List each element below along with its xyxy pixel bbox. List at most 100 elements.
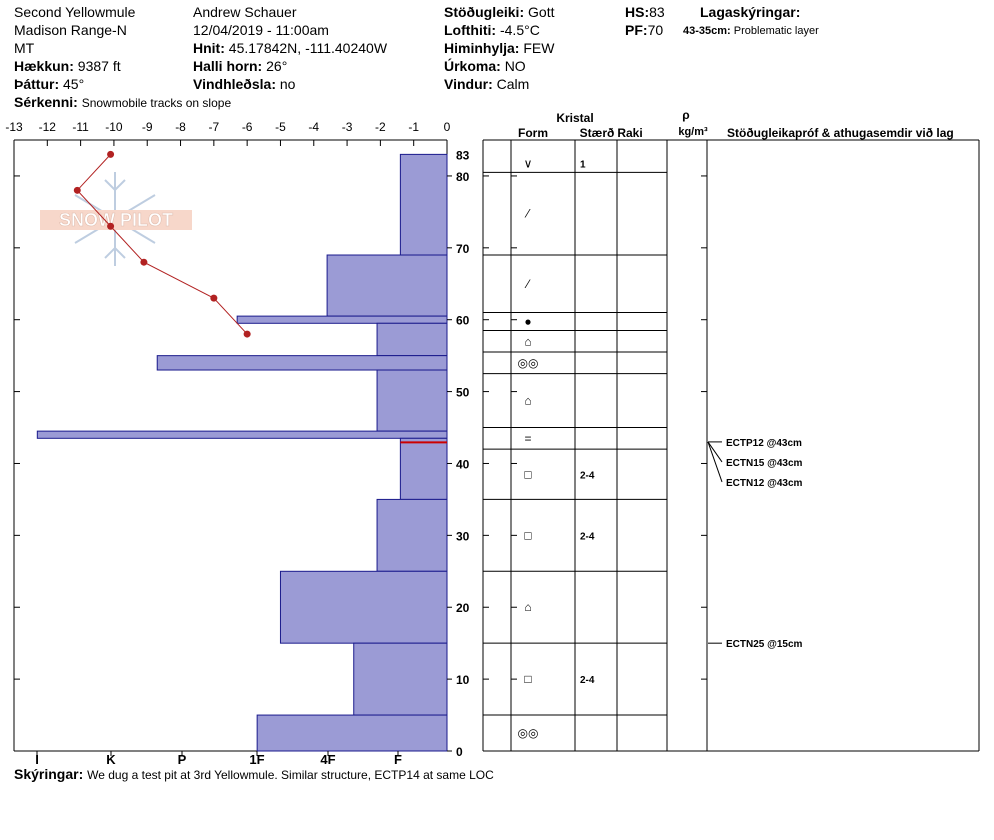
hardness-bar	[279, 570, 448, 644]
temp-tick-label: -5	[275, 120, 286, 134]
hardness-tick-label: 4F	[320, 752, 335, 767]
stability-label: Stöðugleiki:	[444, 4, 525, 20]
hardness-bar	[399, 153, 448, 256]
hs-row: HS:83	[625, 3, 665, 21]
stability-test-label: ECTN25 @15cm	[726, 639, 803, 650]
temp-tick-label: -8	[175, 120, 186, 134]
wind-row: Vindur: Calm	[444, 75, 529, 93]
depth-tick-label: 10	[456, 673, 470, 687]
axes: -13 -12 -11 -10 -9 -8 -7 -6 -5 -4 -3 -2 -1 0I K P 1F 4F F 0…	[5, 120, 469, 767]
grain-size: 2-4	[580, 531, 595, 542]
air-temp-row: Lofthiti: -4.5°C	[444, 21, 540, 39]
hs-tick-label: 83	[456, 148, 470, 162]
depth-tick-label: 80	[456, 170, 470, 184]
temperature-profile	[73, 150, 251, 338]
slope-row: Halli horn: 26°	[193, 57, 287, 75]
stability-value: Gott	[528, 4, 555, 20]
precip-row: Úrkoma: NO	[444, 57, 526, 75]
grain-form-symbol: ⌂	[524, 600, 531, 614]
elevation-row: Hækkun: 9387 ft	[14, 57, 121, 75]
coords-label: Hnit:	[193, 40, 225, 56]
grain-form-symbol: ⌂	[524, 334, 531, 348]
grain-form-symbol: □	[524, 672, 531, 686]
hardness-bar	[353, 642, 448, 716]
grain-form-symbol: ●	[524, 315, 531, 329]
temperature-point	[140, 258, 148, 266]
grain-form-symbol: □	[524, 528, 531, 542]
temperature-point	[73, 186, 81, 194]
hardness-bar	[236, 315, 448, 324]
aspect-value: 45°	[63, 76, 85, 92]
stability-row: Stöðugleiki: Gott	[444, 3, 554, 21]
hs-value: 83	[649, 4, 665, 20]
state-name: MT	[14, 40, 35, 56]
observation-datetime: 12/04/2019 - 11:00am	[193, 22, 329, 38]
depth-tick-label: 70	[456, 242, 470, 256]
temp-tick-label: 0	[444, 120, 451, 134]
grain-form-symbol: ◎◎	[518, 356, 539, 370]
layer-rows: ∨ 1 ⁄ ⁄ ● ⌂ ◎◎ ⌂ = □ 2-4 □ 2-4 ⌂ □ 2-4 ◎◎	[483, 156, 707, 752]
comments-value: We dug a test pit at 3rd Yellowmule. Sim…	[87, 768, 494, 782]
hardness-tick-label: I	[35, 752, 39, 767]
depth-tick-label: 20	[456, 601, 470, 615]
temperature-point	[243, 330, 251, 338]
test-leader-line	[707, 441, 723, 463]
hardness-bar	[376, 369, 448, 432]
wind-loading-label: Vindhleðsla:	[193, 76, 276, 92]
pf-value: 70	[647, 22, 664, 38]
hardness-bar	[256, 714, 448, 752]
size-header: Stærð	[580, 126, 615, 140]
wind-loading-row: Vindhleðsla: no	[193, 75, 295, 93]
grain-size: 1	[580, 159, 586, 170]
form-header: Form	[518, 126, 548, 140]
hardness-tick-label: F	[394, 752, 402, 767]
temp-tick-label: -11	[72, 120, 89, 134]
aspect-row: Þáttur: 45°	[14, 75, 84, 93]
features-row: Sérkenni: Snowmobile tracks on slope	[14, 93, 231, 112]
legend-row: 43-35cm: Problematic layer	[683, 22, 819, 40]
hardness-bar	[399, 437, 448, 500]
sky-label: Himinhylja:	[444, 40, 520, 56]
temp-tick-label: -4	[308, 120, 319, 134]
temp-tick-label: -9	[142, 120, 153, 134]
logo-text: SNOW PILOT	[59, 210, 173, 230]
hardness-bars	[36, 153, 448, 752]
location-name: Second Yellowmule	[14, 4, 136, 20]
temp-tick-label: -12	[39, 120, 57, 134]
temperature-line	[76, 154, 248, 335]
pf-row: PF:70	[625, 21, 663, 39]
temperature-point	[107, 222, 115, 230]
sky-value: FEW	[523, 40, 555, 56]
temp-tick-label: -7	[209, 120, 220, 134]
temp-tick-label: -3	[342, 120, 353, 134]
hardness-tick-label: K	[106, 752, 116, 767]
stability-test-label: ECTN15 @43cm	[726, 458, 803, 469]
coords-value: 45.17842N, -111.40240W	[228, 40, 388, 56]
stability-test-label: ECTN12 @43cm	[726, 478, 803, 489]
grain-form-symbol: ⌂	[524, 394, 531, 408]
comments-row: Skýringar: We dug a test pit at 3rd Yell…	[14, 765, 494, 784]
wind-label: Vindur:	[444, 76, 493, 92]
observer-name: Andrew Schauer	[193, 4, 297, 20]
hardness-bar	[376, 322, 448, 357]
comments-label: Skýringar:	[14, 766, 84, 782]
temp-tick-label: -13	[5, 120, 23, 134]
temperature-point	[107, 150, 115, 158]
features-value: Snowmobile tracks on slope	[81, 96, 232, 110]
temperature-point	[210, 294, 218, 302]
hardness-bar	[376, 498, 448, 572]
depth-tick-label: 30	[456, 529, 470, 543]
stability-tests: ECTP12 @43cm ECTN15 @43cm ECTN12 @43cm ECTN…	[707, 438, 803, 650]
temp-tick-label: -10	[105, 120, 123, 134]
legend-title: Lagaskýringar:	[700, 3, 800, 21]
temp-tick-label: -6	[242, 120, 253, 134]
tests-header: Stöðugleikapróf & athugasemdir við lag	[727, 126, 954, 140]
precip-label: Úrkoma:	[444, 58, 501, 74]
grain-form-symbol: ∨	[524, 156, 533, 170]
grain-form-symbol: ⁄	[524, 277, 531, 291]
features-label: Sérkenni:	[14, 94, 78, 110]
grain-form-symbol: □	[524, 467, 531, 481]
grain-form-symbol: ◎◎	[518, 726, 539, 740]
pf-label: PF:	[625, 22, 648, 38]
